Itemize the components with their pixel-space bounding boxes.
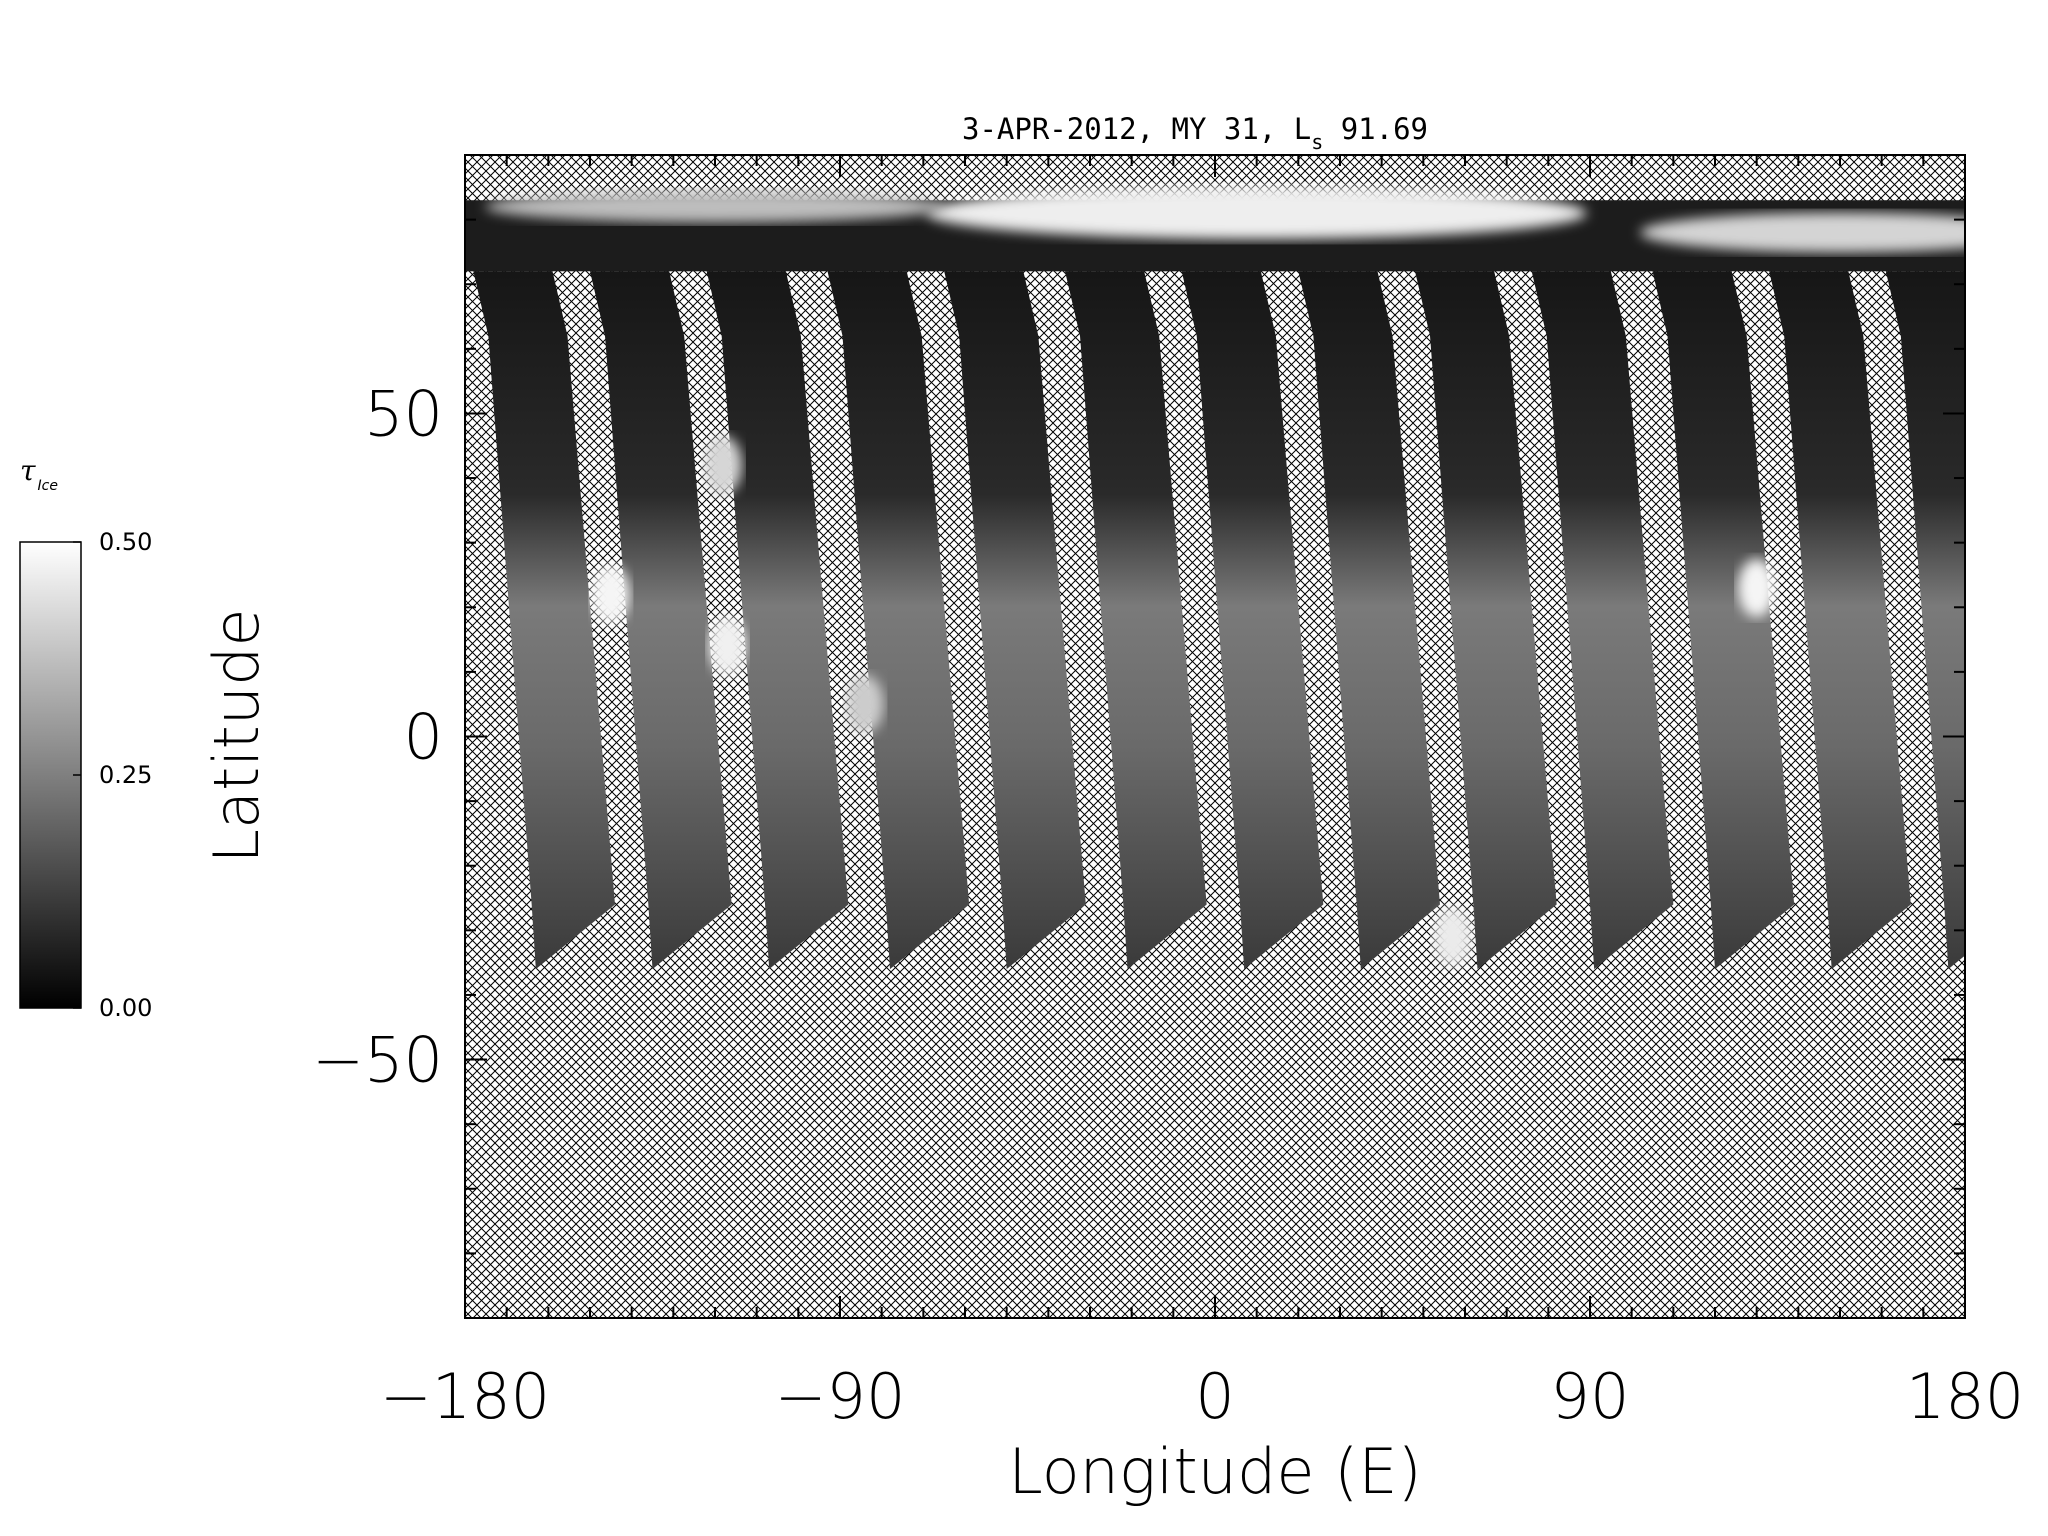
y-tick-label: −50 xyxy=(312,1024,443,1097)
colorbar-tick-label: 0.25 xyxy=(99,761,152,789)
y-tick-labels: −50 0 50 xyxy=(312,377,443,1096)
x-tick-label: 90 xyxy=(1551,1360,1630,1433)
ice-cloud-feature xyxy=(704,435,743,495)
ice-cloud-feature xyxy=(846,675,884,734)
orbit-swath xyxy=(1652,271,1795,970)
colorbar-title-subscript: Ice xyxy=(38,478,58,494)
orbit-swath xyxy=(590,271,732,970)
polar-bright-cloud xyxy=(926,187,1587,240)
orbit-swath xyxy=(1415,271,1557,970)
orbit-swath xyxy=(706,271,849,970)
orbit-swath xyxy=(1769,271,1911,970)
plot-title-main: 3-APR-2012, MY 31, L xyxy=(962,112,1311,146)
colorbar-title-symbol: τ xyxy=(20,454,36,487)
plot-area xyxy=(464,154,1966,1319)
x-tick-label: −90 xyxy=(775,1360,906,1433)
x-tick-label: 180 xyxy=(1906,1360,2024,1433)
orbit-swath xyxy=(944,271,1086,970)
swaths-layer xyxy=(473,271,1965,970)
x-tick-label: −180 xyxy=(380,1360,550,1433)
colorbar-tick-label: 0.50 xyxy=(99,528,152,556)
plot-title-value: 91.69 xyxy=(1323,112,1428,146)
colorbar-gradient xyxy=(19,541,82,1009)
cloud-features-layer xyxy=(592,435,1776,966)
polar-band xyxy=(465,187,1965,272)
plot-title: 3-APR-2012, MY 31, Ls 91.69 xyxy=(962,112,1428,154)
ice-cloud-feature xyxy=(592,565,630,624)
x-tick-labels: −180 −90 0 90 180 xyxy=(380,1360,2024,1433)
y-tick-label: 0 xyxy=(404,701,443,774)
colorbar: τ Ice 0.00 0.25 0.50 xyxy=(19,454,152,1022)
colorbar-title: τ Ice xyxy=(20,454,58,494)
polar-bright-cloud xyxy=(485,190,945,223)
x-tick-label: 0 xyxy=(1195,1360,1234,1433)
polar-bright-cloud xyxy=(1640,212,1965,253)
ice-cloud-feature xyxy=(708,616,747,676)
orbit-swath xyxy=(1065,271,1207,970)
orbit-swath xyxy=(473,271,615,970)
plot-title-subscript: s xyxy=(1311,130,1323,154)
ice-cloud-feature xyxy=(1737,558,1776,618)
colorbar-tick-label: 0.00 xyxy=(99,994,152,1022)
y-axis-title: Latitude xyxy=(200,608,273,863)
colorbar-ticks: 0.00 0.25 0.50 xyxy=(73,528,152,1022)
axis-ticks xyxy=(464,154,1966,1319)
orbit-swath xyxy=(1531,271,1674,970)
orbit-swath xyxy=(1298,271,1440,970)
x-axis-title: Longitude (E) xyxy=(1008,1435,1421,1508)
y-tick-label: 50 xyxy=(364,377,443,450)
ice-cloud-feature xyxy=(1433,907,1472,966)
orbit-swath xyxy=(1885,271,1965,970)
orbit-swath xyxy=(1181,271,1324,970)
orbit-swath xyxy=(827,271,970,970)
